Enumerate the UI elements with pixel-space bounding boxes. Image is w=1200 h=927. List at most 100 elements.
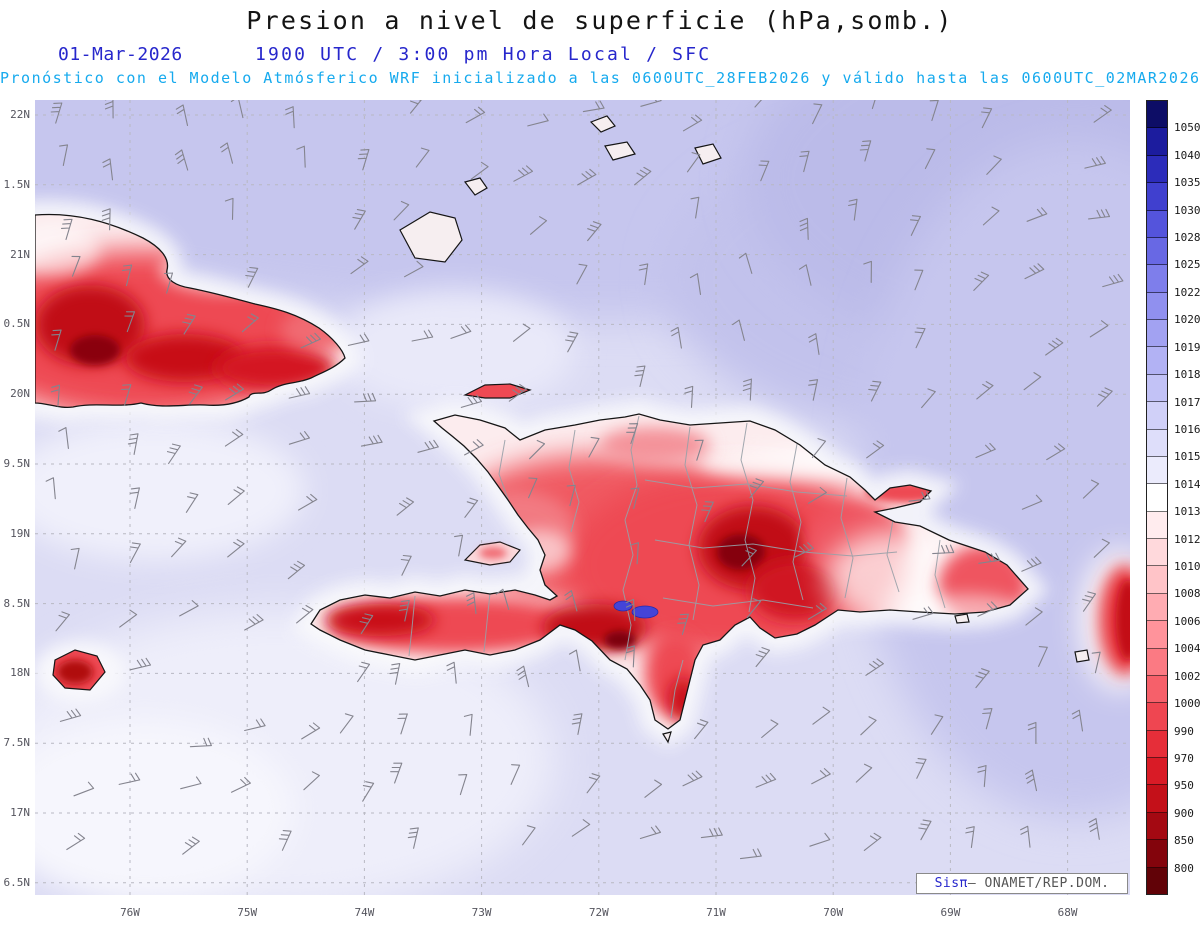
- lat-label: 20N: [10, 387, 30, 401]
- wind-barb: [454, 534, 464, 557]
- wind-barb: [529, 439, 546, 460]
- colorbar-tick-label: 800: [1174, 861, 1194, 875]
- grand-turk-island: [694, 143, 722, 165]
- wind-barb: [464, 439, 484, 456]
- colorbar-cell: [1147, 429, 1167, 457]
- mona-island: [1074, 649, 1090, 663]
- wind-barb: [417, 439, 439, 453]
- colorbar-tick-label: 1030: [1174, 203, 1200, 217]
- lon-label: 72W: [588, 906, 609, 919]
- colorbar-cell: [1147, 593, 1167, 622]
- wind-barb: [1024, 263, 1045, 280]
- wind-barb: [174, 149, 189, 171]
- colorbar-cell: [1147, 128, 1167, 156]
- wind-barb: [640, 100, 662, 107]
- wind-barb: [175, 104, 189, 127]
- wind-barb: [677, 613, 689, 635]
- wind-barb: [930, 714, 944, 735]
- wind-barb: [446, 661, 457, 684]
- wind-barb: [182, 836, 200, 855]
- wind-barb: [929, 100, 939, 122]
- credit-org: — ONAMET/REP.DOM.: [967, 876, 1110, 891]
- wind-barb: [670, 326, 682, 349]
- wind-barb: [1026, 207, 1048, 222]
- colorbar-cell: [1147, 101, 1167, 129]
- wind-barb: [225, 383, 245, 401]
- wind-barb: [865, 658, 884, 676]
- wind-barb: [1084, 156, 1106, 169]
- wind-barb: [50, 384, 61, 407]
- small-islands: [399, 115, 1090, 744]
- wind-barb: [978, 552, 1001, 564]
- wind-barb: [1020, 825, 1031, 848]
- gonave-shading: [479, 547, 507, 559]
- colorbar-tick-label: 950: [1174, 779, 1194, 793]
- wind-barb: [227, 539, 245, 558]
- colorbar-cell: [1147, 210, 1167, 238]
- wind-barb: [1027, 721, 1037, 745]
- wind-barb: [686, 152, 701, 173]
- colorbar-tick-label: 1000: [1174, 697, 1200, 711]
- turks-island: [604, 141, 636, 161]
- wind-barb: [51, 329, 62, 351]
- forecast-date: 01-Mar-2026: [58, 44, 183, 65]
- ocean-pressure-field: [35, 100, 1130, 895]
- wind-barb: [55, 611, 70, 632]
- lon-label: 75W: [237, 906, 258, 919]
- colorbar-tick-label: 900: [1174, 806, 1194, 820]
- lat-label: 8.5N: [3, 596, 31, 610]
- colorbar-tick-label: 1035: [1174, 176, 1200, 190]
- lat-label: 21N: [10, 247, 30, 261]
- colorbar-tick-label: 1040: [1174, 148, 1200, 162]
- wind-barb: [528, 477, 538, 499]
- wind-barb: [912, 606, 934, 620]
- wind-barb: [860, 716, 877, 736]
- wind-barb: [863, 832, 882, 851]
- colorbar-tick-label: 1022: [1174, 285, 1200, 299]
- wind-barb: [1093, 105, 1112, 123]
- colorbar-tick-label: 1015: [1174, 450, 1200, 464]
- great-inagua-island: [399, 211, 463, 263]
- wind-barb: [741, 546, 757, 567]
- wind-barb: [287, 560, 306, 580]
- wind-barb: [981, 107, 993, 129]
- wind-barb: [407, 827, 419, 849]
- wind-barb: [357, 149, 370, 171]
- wind-barb: [185, 492, 199, 513]
- wind-barb: [1102, 273, 1124, 288]
- wind-barb: [179, 600, 199, 617]
- wind-barb: [244, 718, 266, 732]
- wind-barb: [1082, 479, 1100, 499]
- wind-barb: [976, 381, 994, 400]
- wind-barb: [682, 770, 703, 787]
- wind-barb: [634, 166, 652, 186]
- wind-barb: [700, 827, 723, 839]
- colorbar-tick-label: 1008: [1174, 587, 1200, 601]
- wind-barb: [742, 378, 752, 401]
- wind-barb: [350, 256, 369, 275]
- colorbar-cell: [1147, 703, 1167, 731]
- colorbar-tick-label: 1025: [1174, 258, 1200, 272]
- wind-barb: [119, 609, 138, 628]
- wind-barb: [924, 148, 936, 170]
- wind-barb: [464, 497, 479, 518]
- wind-barb: [230, 776, 251, 793]
- credit-box: Sisπ— ONAMET/REP.DOM.: [916, 873, 1128, 894]
- wind-barb: [973, 271, 990, 291]
- lat-label: 7.5N: [3, 736, 31, 750]
- wind-barb: [522, 825, 536, 846]
- wind-barb: [586, 773, 601, 794]
- colorbar-tick-label: 1028: [1174, 231, 1200, 245]
- wind-barb: [755, 647, 771, 668]
- wind-barb: [300, 332, 321, 349]
- wind-barb: [463, 713, 473, 736]
- wind-barb: [738, 252, 753, 274]
- little-inagua-island: [463, 177, 488, 196]
- wind-barbs: [45, 100, 1124, 860]
- wind-barb: [359, 613, 374, 634]
- wind-barb: [59, 144, 69, 167]
- colorbar-tick-label: 1004: [1174, 642, 1200, 656]
- wind-barb: [868, 380, 882, 402]
- colorbar-cell: [1147, 402, 1167, 430]
- wind-barb: [180, 776, 202, 790]
